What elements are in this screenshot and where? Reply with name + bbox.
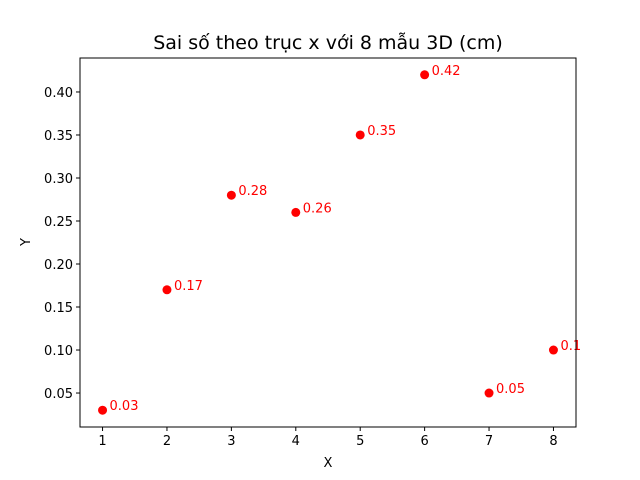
x-axis-label: X	[324, 456, 333, 471]
data-points	[98, 70, 558, 415]
data-point-label: 0.26	[303, 201, 332, 216]
data-point	[291, 207, 301, 217]
x-axis-ticks: 1 2 3 4 5 6 7 8	[98, 427, 558, 449]
data-point-label: 0.28	[238, 184, 267, 199]
data-point	[162, 285, 172, 295]
data-point-label: 0.35	[367, 124, 396, 139]
data-point-label: 0.17	[174, 279, 203, 294]
data-point-label: 0.42	[432, 64, 461, 79]
data-point	[355, 130, 365, 140]
y-tick-label: 0.20	[44, 258, 73, 273]
data-point	[98, 405, 108, 415]
x-tick-label: 8	[549, 434, 557, 449]
plot-frame	[79, 57, 577, 428]
y-tick-label: 0.25	[44, 215, 73, 230]
y-tick-label: 0.40	[44, 86, 73, 101]
y-tick-label: 0.35	[44, 129, 73, 144]
x-tick-label: 1	[98, 434, 106, 449]
y-axis-ticks: 0.05 0.10 0.15 0.20 0.25 0.30 0.35 0.40	[44, 86, 80, 402]
plot-area: 1 2 3 4 5 6 7 8 0.05 0.10 0.15 0.20 0.25 0.30 0.35 0.4…	[44, 57, 582, 449]
y-tick-label: 0.30	[44, 172, 73, 187]
data-point-label: 0.1	[560, 339, 581, 354]
data-point	[226, 190, 236, 200]
y-tick-label: 0.15	[44, 301, 73, 316]
data-labels: 0.03 0.17 0.28 0.26 0.35 0.42 0.05 0.1	[110, 64, 582, 414]
x-tick-label: 6	[420, 434, 428, 449]
x-tick-label: 2	[163, 434, 171, 449]
y-tick-label: 0.05	[44, 387, 73, 402]
data-point-label: 0.03	[110, 399, 139, 414]
y-axis-label: Y	[19, 238, 34, 247]
data-point	[420, 70, 430, 80]
data-point-label: 0.05	[496, 382, 525, 397]
chart-title: Sai số theo trục x với 8 mẫu 3D (cm)	[153, 31, 503, 54]
x-tick-label: 5	[356, 434, 364, 449]
x-tick-label: 3	[227, 434, 235, 449]
x-tick-label: 4	[292, 434, 300, 449]
y-tick-label: 0.10	[44, 344, 73, 359]
data-point	[548, 345, 558, 355]
x-tick-label: 7	[485, 434, 493, 449]
data-point	[484, 388, 494, 398]
